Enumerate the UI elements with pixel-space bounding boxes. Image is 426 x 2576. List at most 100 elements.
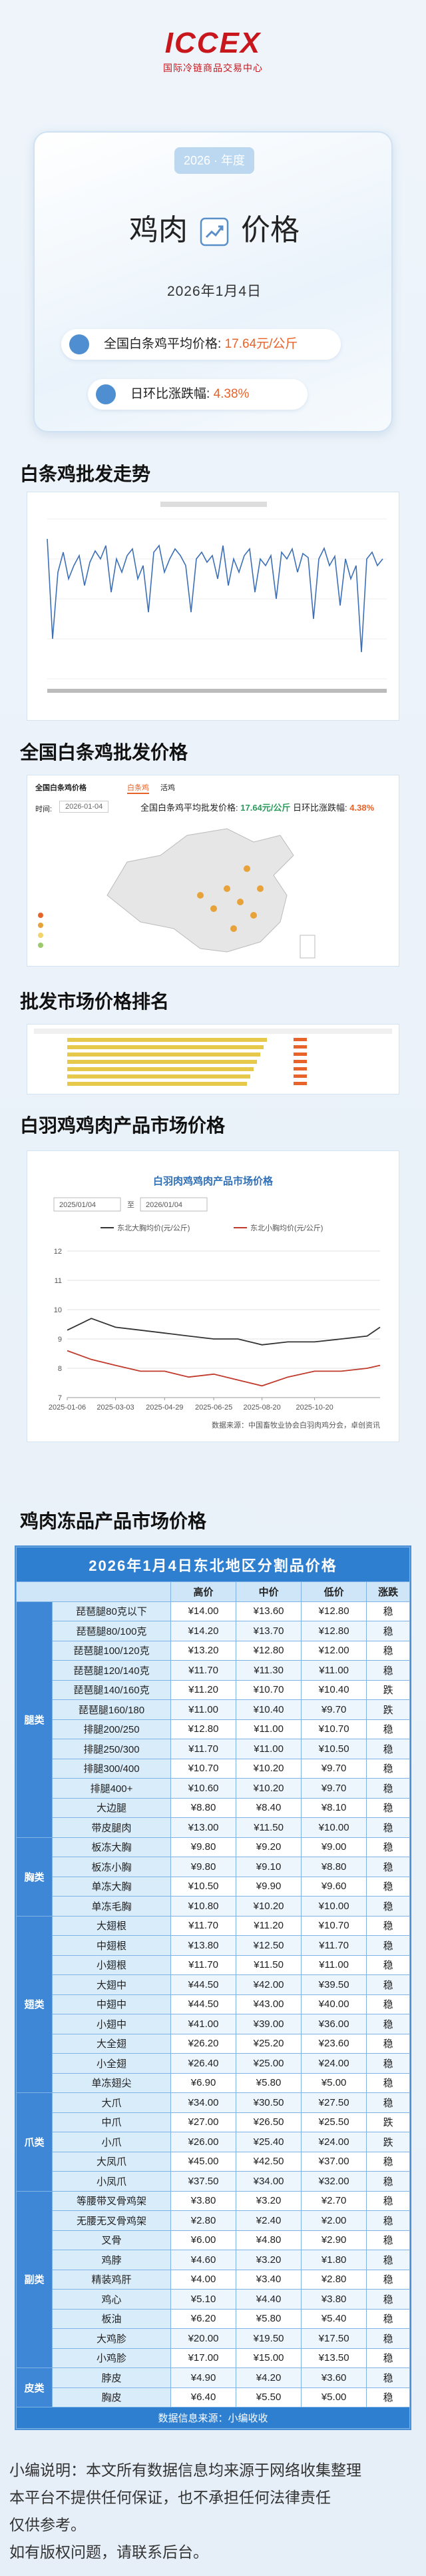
trend-cell: 稳 <box>366 2387 410 2407</box>
price-cell: ¥3.40 <box>236 2269 302 2290</box>
table-row: 排腿200/250 ¥12.80 ¥11.00 ¥10.70 稳 <box>17 1719 410 1739</box>
table-row: 板油 ¥6.20 ¥5.80 ¥5.40 稳 <box>17 2308 410 2329</box>
chart-source: 数据来源：中国畜牧业协会白羽肉鸡分会，卓创资讯 <box>212 1420 380 1430</box>
product-name: 中翅中 <box>52 1994 171 2014</box>
legend-label: 东北小胸均价(元/公斤) <box>250 1223 323 1232</box>
change-label: 日环比涨跌幅: <box>293 803 347 813</box>
y-tick-label: 11 <box>55 1277 62 1285</box>
product-name: 鸡心 <box>52 2289 171 2310</box>
trend-cell: 稳 <box>366 1739 410 1759</box>
trend-cell: 稳 <box>366 1935 410 1956</box>
product-name: 单冻翅尖 <box>52 2072 171 2093</box>
product-name: 胸皮 <box>52 2387 171 2407</box>
table-row: 带皮腿肉 ¥13.00 ¥11.50 ¥10.00 稳 <box>17 1817 410 1838</box>
price-cell: ¥6.20 <box>170 2308 237 2329</box>
date-input[interactable] <box>53 1197 121 1212</box>
product-name: 大边腿 <box>52 1797 171 1818</box>
category-cell: 翅类 <box>16 1915 53 2093</box>
trend-cell: 稳 <box>366 2190 410 2211</box>
price-cell: ¥12.50 <box>236 1935 302 1956</box>
header-cell: 涨跌 <box>366 1581 410 1602</box>
trend-cell: 跌 <box>366 1699 410 1720</box>
price-cell: ¥6.90 <box>170 2072 237 2093</box>
price-cell: ¥2.90 <box>301 2230 367 2250</box>
price-cell: ¥9.80 <box>170 1837 237 1857</box>
trend-cell: 稳 <box>366 1601 410 1621</box>
category-cell: 副类 <box>16 2190 53 2368</box>
product-name: 排腿300/400 <box>52 1758 171 1779</box>
price-cell: ¥5.00 <box>301 2387 367 2407</box>
price-cell: ¥11.30 <box>236 1660 302 1681</box>
price-cell: ¥19.50 <box>236 2328 302 2349</box>
price-cell: ¥26.40 <box>170 2053 237 2074</box>
price-cell: ¥6.00 <box>170 2230 237 2250</box>
price-cell: ¥39.50 <box>301 1974 367 1995</box>
title-right: 价格 <box>241 214 300 246</box>
map-illustration <box>38 828 316 959</box>
price-cell: ¥15.00 <box>236 2348 302 2368</box>
price-cell: ¥3.20 <box>236 2250 302 2270</box>
x-tick-label: 2025-10-20 <box>296 1404 333 1412</box>
table-row: 副类 等腰带叉骨鸡架 ¥3.80 ¥3.20 ¥2.70 稳 <box>16 2190 410 2368</box>
change-pill: 日环比涨跌幅: 4.38% <box>88 379 308 410</box>
price-cell: ¥10.50 <box>170 1876 237 1897</box>
product-name: 中爪 <box>52 2112 171 2132</box>
trend-cell: 稳 <box>366 1857 410 1877</box>
table-row: 单冻毛胸 ¥10.80 ¥10.20 ¥10.00 稳 <box>17 1896 410 1917</box>
price-cell: ¥11.70 <box>170 1954 237 1975</box>
price-cell: ¥12.80 <box>301 1601 367 1621</box>
change-value: 4.38% <box>213 387 250 401</box>
pill-icon <box>69 334 89 354</box>
price-cell: ¥17.00 <box>170 2348 237 2368</box>
table-row: 大凤爪 ¥45.00 ¥42.50 ¥37.00 稳 <box>17 2151 410 2172</box>
price-cell: ¥13.80 <box>170 1935 237 1956</box>
table-row: 琵琶腿140/160克 ¥11.20 ¥10.70 ¥10.40 跌 <box>17 1679 410 1700</box>
trend-cell: 稳 <box>366 2367 410 2388</box>
trend-cell: 稳 <box>366 1797 410 1818</box>
price-cell: ¥10.40 <box>236 1699 302 1720</box>
price-cell: ¥9.20 <box>236 1837 302 1857</box>
price-cell: ¥25.20 <box>236 2033 302 2054</box>
price-cell: ¥5.10 <box>170 2289 237 2310</box>
price-table-panel: 2026年1月4日东北地区分割品价格 高价 中价 低价 涨跌 腿类 琵琶腿80克以下 ¥14… <box>15 1545 411 2430</box>
date-separator: 至 <box>127 1201 134 1209</box>
trend-cell: 稳 <box>366 1817 410 1838</box>
price-cell: ¥13.70 <box>236 1621 302 1641</box>
series-line <box>67 1350 381 1387</box>
price-cell: ¥9.00 <box>301 1837 367 1857</box>
price-cell: ¥10.70 <box>301 1719 367 1739</box>
product-name: 小鸡胗 <box>52 2348 171 2368</box>
price-cell: ¥44.50 <box>170 1994 237 2014</box>
price-cell: ¥37.00 <box>301 2151 367 2172</box>
source-row: 数据信息来源：小编收收 <box>16 2407 410 2429</box>
price-cell: ¥30.50 <box>236 2092 302 2113</box>
price-cell: ¥12.00 <box>301 1640 367 1661</box>
table-row: 中翅中 ¥44.50 ¥43.00 ¥40.00 稳 <box>17 1994 410 2014</box>
product-name: 琵琶腿120/140克 <box>52 1660 171 1681</box>
trend-cell: 稳 <box>366 2171 410 2192</box>
category-cell: 爪类 <box>16 2092 53 2192</box>
price-cell: ¥37.50 <box>170 2171 237 2192</box>
category-cell: 胸类 <box>16 1837 53 1917</box>
product-name: 琵琶腿140/160克 <box>52 1679 171 1700</box>
table-row: 排腿400+ ¥10.60 ¥10.20 ¥9.70 稳 <box>17 1778 410 1799</box>
price-cell: ¥10.50 <box>301 1739 367 1759</box>
trend-cell: 稳 <box>366 2250 410 2270</box>
legend-label: 东北大胸均价(元/公斤) <box>117 1223 190 1232</box>
price-cell: ¥10.80 <box>170 1896 237 1917</box>
trend-cell: 稳 <box>366 1915 410 1936</box>
price-cell: ¥4.40 <box>236 2289 302 2310</box>
ranking-screenshot <box>27 1024 399 1094</box>
price-cell: ¥3.80 <box>301 2289 367 2310</box>
y-tick-label: 7 <box>58 1394 62 1402</box>
table-row: 腿类 琵琶腿80克以下 ¥14.00 ¥13.60 ¥12.80 稳 <box>16 1601 410 1838</box>
trend-cell: 稳 <box>366 2033 410 2054</box>
product-name: 板冻小胸 <box>52 1857 171 1877</box>
price-cell: ¥14.20 <box>170 1621 237 1641</box>
price-cell: ¥24.00 <box>301 2053 367 2074</box>
product-name: 大爪 <box>52 2092 171 2113</box>
trend-cell: 稳 <box>366 2308 410 2329</box>
price-cell: ¥13.50 <box>301 2348 367 2368</box>
date-input[interactable] <box>140 1197 208 1212</box>
